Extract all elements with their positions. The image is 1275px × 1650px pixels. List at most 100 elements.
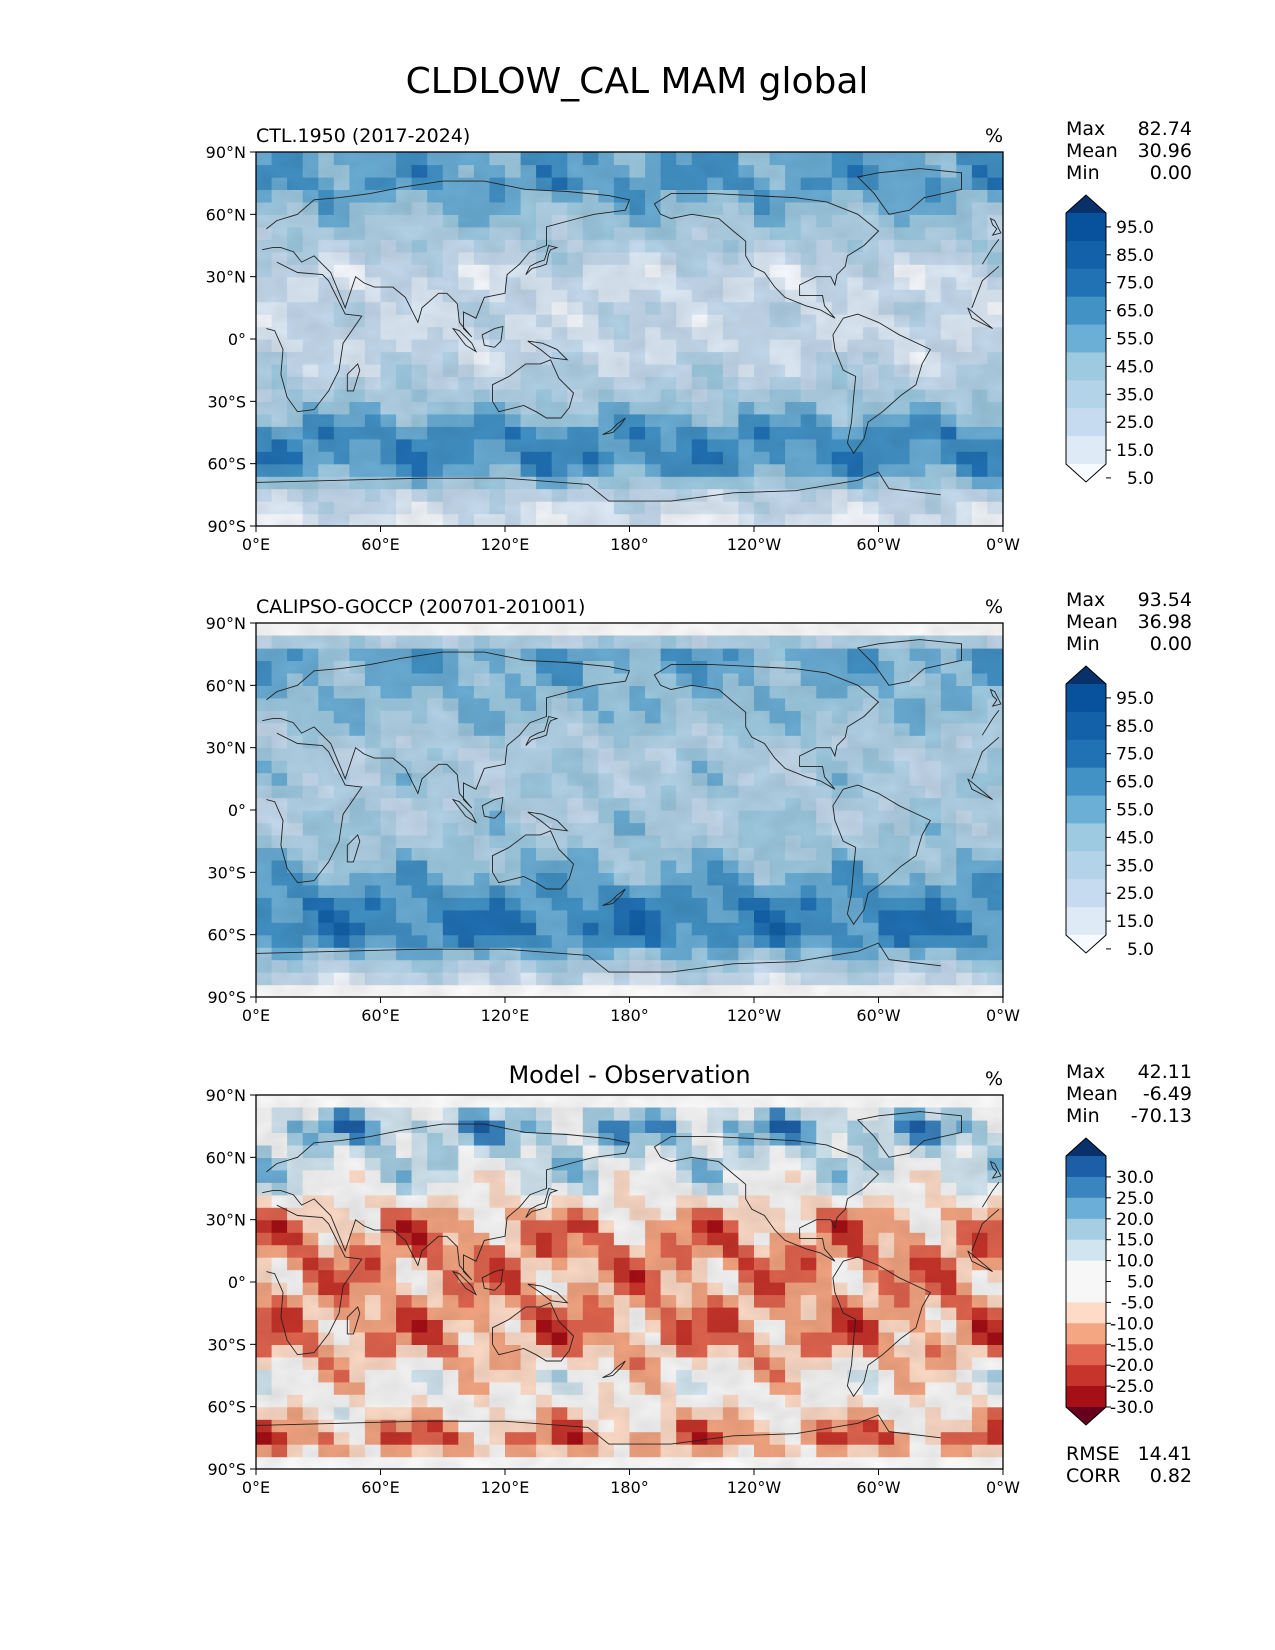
colorbar-segment xyxy=(1066,324,1106,353)
x-tick-label: 180° xyxy=(610,535,649,554)
stat-value: 82.74 xyxy=(1138,118,1192,140)
coastline xyxy=(525,244,559,275)
coastline xyxy=(481,1268,504,1291)
stat-value: 0.00 xyxy=(1150,633,1192,655)
stat-value: 42.11 xyxy=(1138,1061,1192,1083)
coastline xyxy=(346,363,361,392)
x-tick-label: 60°E xyxy=(361,535,399,554)
coastline xyxy=(492,359,575,419)
coastline xyxy=(989,1160,1002,1179)
colorbar-segment xyxy=(1066,739,1106,769)
coastline xyxy=(492,1302,575,1362)
stat-label: Max xyxy=(1066,118,1105,140)
stat-label: Min xyxy=(1066,162,1100,184)
x-tick-label: 60°E xyxy=(361,1006,399,1025)
x-tick-label: 0°E xyxy=(242,1006,270,1025)
panel-title-left: CALIPSO-GOCCP (200701-201001) xyxy=(256,596,585,618)
x-tick-label: 60°W xyxy=(856,1006,900,1025)
coastline xyxy=(266,261,1000,413)
colorbar-tick-label: 5.0 xyxy=(1127,469,1154,489)
y-tick-label: 90°N xyxy=(206,1086,246,1105)
x-tick-label: 120°E xyxy=(481,535,530,554)
coastline xyxy=(856,1111,962,1158)
colorbar-segment xyxy=(1066,1365,1106,1387)
colorbar-tick-label: 95.0 xyxy=(1116,218,1154,238)
coastline xyxy=(602,417,626,436)
coastline xyxy=(266,1204,1000,1356)
stat-label: Max xyxy=(1066,589,1105,611)
y-tick-label: 30°N xyxy=(206,1211,246,1230)
colorbar-tick-label: 5.0 xyxy=(1127,1273,1154,1293)
colorbar-tick-label: 85.0 xyxy=(1116,246,1154,266)
coastline xyxy=(525,1187,559,1218)
panel-title-left: CTL.1950 (2017-2024) xyxy=(256,125,470,147)
colorbar-segment xyxy=(1066,684,1106,713)
colorbar-segment xyxy=(1066,380,1106,409)
coastline xyxy=(346,834,361,863)
y-tick-label: 60°N xyxy=(206,676,246,695)
y-tick-label: 60°S xyxy=(207,455,246,474)
y-tick-label: 30°N xyxy=(206,739,246,758)
colorbar-segment xyxy=(1066,879,1106,908)
coastline xyxy=(832,1256,932,1398)
coastline xyxy=(856,639,962,686)
colorbar-tick-label: 45.0 xyxy=(1116,828,1154,848)
x-tick-label: 60°W xyxy=(856,1478,900,1497)
stat-label: Min xyxy=(1066,1105,1100,1127)
metric-value: 14.41 xyxy=(1138,1443,1192,1465)
figure-title: CLDLOW_CAL MAM global xyxy=(406,61,869,102)
colorbar-tick-label: -5.0 xyxy=(1121,1293,1154,1313)
colorbar-extend-min xyxy=(1066,1407,1106,1425)
colorbar-segment xyxy=(1066,240,1106,270)
coastline xyxy=(602,888,626,907)
coastline xyxy=(256,1414,941,1445)
metric-value: 0.82 xyxy=(1150,1465,1192,1487)
stat-value: 36.98 xyxy=(1138,611,1192,633)
y-tick-label: 0° xyxy=(228,801,246,820)
colorbar-segment xyxy=(1066,1344,1106,1366)
y-tick-label: 0° xyxy=(228,1273,246,1292)
x-tick-label: 180° xyxy=(610,1006,649,1025)
metric-label: CORR xyxy=(1066,1465,1121,1487)
colorbar-tick-label: 25.0 xyxy=(1116,413,1154,433)
colorbar-segment xyxy=(1066,296,1106,326)
colorbar-tick-label: 20.0 xyxy=(1116,1210,1154,1230)
coastline xyxy=(527,340,569,361)
stat-label: Min xyxy=(1066,633,1100,655)
colorbar-tick-label: 75.0 xyxy=(1116,745,1154,765)
colorbar-tick-label: -10.0 xyxy=(1110,1314,1154,1334)
coastline xyxy=(256,471,941,502)
x-tick-label: 120°W xyxy=(727,1006,782,1025)
x-tick-label: 60°W xyxy=(856,535,900,554)
colorbar-segment xyxy=(1066,1176,1106,1199)
colorbar-extend-max xyxy=(1066,666,1106,684)
stat-label: Max xyxy=(1066,1061,1105,1083)
colorbar-segment xyxy=(1066,1323,1106,1345)
coastline xyxy=(527,811,569,832)
stat-value: 0.00 xyxy=(1150,162,1192,184)
stat-value: -70.13 xyxy=(1131,1105,1192,1127)
colorbar-tick-label: -20.0 xyxy=(1110,1356,1154,1376)
coastline xyxy=(602,1360,626,1379)
colorbar-segment xyxy=(1066,213,1106,242)
colorbar-tick-label: -30.0 xyxy=(1110,1398,1154,1418)
colorbar-segment xyxy=(1066,1239,1106,1262)
colorbar-segment xyxy=(1066,408,1106,437)
x-tick-label: 120°W xyxy=(727,535,782,554)
colorbar-tick-label: 85.0 xyxy=(1116,717,1154,737)
colorbar-model: 95.0 85.0 75.0 65.0 55.0 45.0 35.0 25.0 15.0 5.0 xyxy=(1065,194,1154,489)
stat-value: 30.96 xyxy=(1138,140,1192,162)
colorbar-segment xyxy=(1066,767,1106,797)
stat-label: Mean xyxy=(1066,611,1118,633)
colorbar-tick-label: 55.0 xyxy=(1116,801,1154,821)
colorbar-tick-label: 15.0 xyxy=(1116,441,1154,461)
colorbar-tick-label: 25.0 xyxy=(1116,884,1154,904)
coastline xyxy=(989,688,1002,707)
coastline xyxy=(832,313,932,455)
x-tick-label: 0°E xyxy=(242,535,270,554)
colorbar-extend-min xyxy=(1066,935,1106,953)
coastline xyxy=(856,168,962,215)
colorbar-segment xyxy=(1066,436,1106,465)
coastline xyxy=(451,798,478,824)
y-tick-label: 30°S xyxy=(207,392,246,411)
